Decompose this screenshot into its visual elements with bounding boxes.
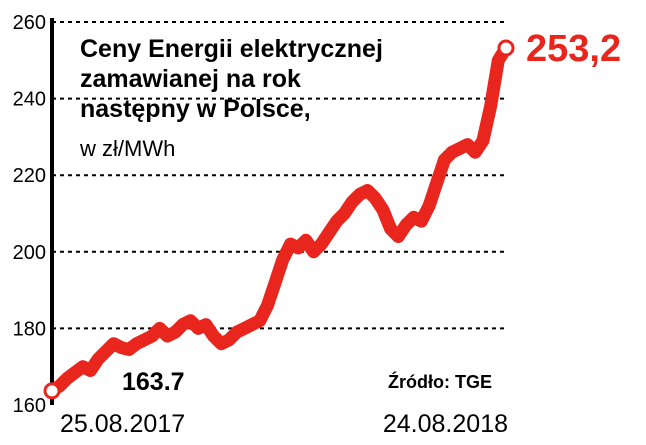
y-tick-label: 200: [13, 242, 46, 264]
y-tick-label: 160: [13, 395, 46, 417]
chart-title: Ceny Energii elektrycznej zamawianej na …: [80, 34, 460, 124]
price-series-line: [45, 41, 513, 398]
last-point-marker: [497, 39, 515, 57]
y-tick-label: 260: [13, 12, 46, 34]
title-line-3: następny w Polsce,: [80, 95, 311, 123]
x-tick-label: 25.08.2017: [60, 410, 185, 438]
first-value-label: 163.7: [122, 368, 185, 396]
y-axis-ticks: 160 180 200 220 240 260: [13, 12, 46, 417]
last-value-label: 253,2: [526, 28, 622, 70]
y-tick-label: 240: [13, 89, 46, 111]
y-tick-label: 180: [13, 318, 46, 340]
title-line-2: zamawianej na rok: [80, 65, 301, 93]
source-label: Źródło: TGE: [388, 372, 492, 392]
first-point-marker: [43, 382, 61, 400]
y-tick-label: 220: [13, 165, 46, 187]
x-tick-label: 24.08.2018: [383, 410, 508, 438]
x-axis-ticks: 25.08.2017 24.08.2018: [60, 410, 508, 438]
grid-lines: [52, 21, 506, 330]
title-line-1: Ceny Energii elektrycznej: [80, 35, 383, 63]
chart-unit: w zł/MWh: [80, 136, 176, 161]
